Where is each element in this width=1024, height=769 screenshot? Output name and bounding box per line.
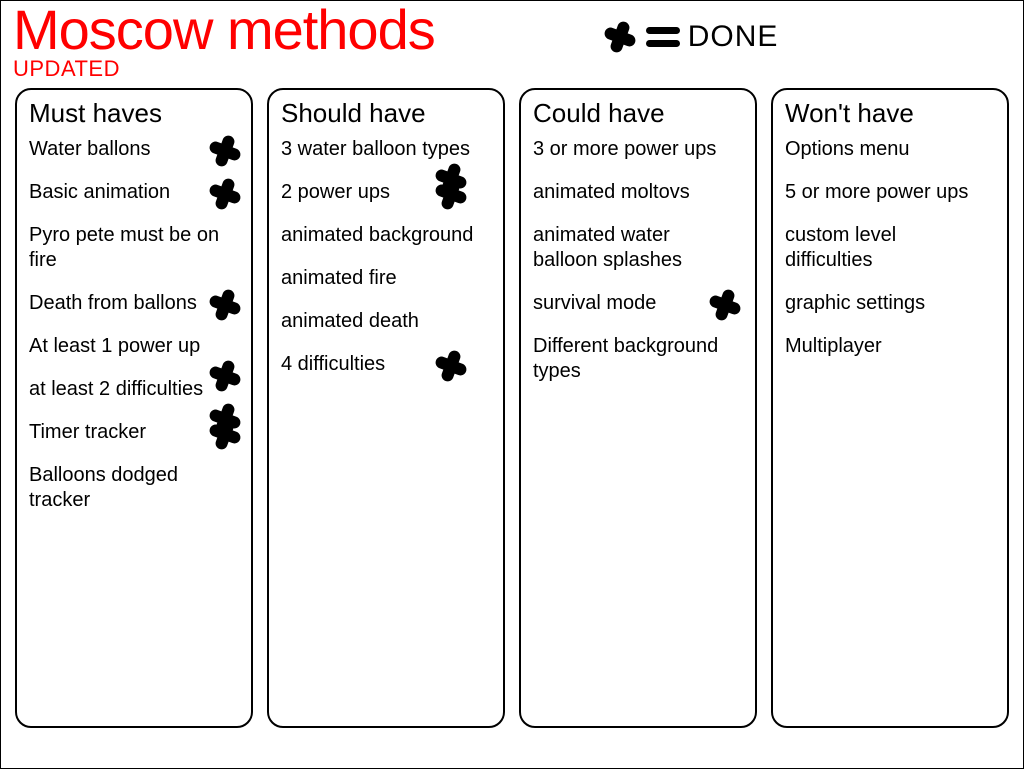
item-label: 3 or more power ups xyxy=(533,138,716,160)
item-label: Pyro pete must be on fire xyxy=(29,224,219,271)
done-mark-icon xyxy=(205,285,245,325)
list-item: Different background types xyxy=(533,334,743,384)
list-item: Death from ballons xyxy=(29,291,239,316)
list-item: animated water balloon splashes xyxy=(533,223,743,273)
list-item: 2 power ups xyxy=(281,180,491,205)
list-item: 5 or more power ups xyxy=(785,180,995,205)
list-item: survival mode xyxy=(533,291,743,316)
item-label: animated death xyxy=(281,310,419,332)
column-heading: Won't have xyxy=(785,98,995,129)
column-could-have: Could have 3 or more power ups animated m… xyxy=(519,88,757,728)
item-label: 3 water balloon types xyxy=(281,138,470,160)
equals-icon xyxy=(646,26,680,48)
list-item: Basic animation xyxy=(29,180,239,205)
item-label: Basic animation xyxy=(29,181,170,203)
list-item: 3 or more power ups xyxy=(533,137,743,162)
title-row: Moscow methods DONE xyxy=(13,1,1011,60)
column-heading: Must haves xyxy=(29,98,239,129)
item-label: Death from ballons xyxy=(29,292,197,314)
column-items: 3 or more power ups animated moltovs anima… xyxy=(533,137,743,384)
item-label: Different background types xyxy=(533,335,718,382)
list-item: graphic settings xyxy=(785,291,995,316)
page-title: Moscow methods xyxy=(13,1,435,60)
done-mark-icon xyxy=(205,131,245,171)
item-label: custom level difficulties xyxy=(785,224,896,271)
column-should-have: Should have 3 water balloon types 2 power… xyxy=(267,88,505,728)
column-items: Options menu 5 or more power ups custom le… xyxy=(785,137,995,359)
item-label: Options menu xyxy=(785,138,910,160)
done-mark-icon xyxy=(431,346,471,386)
done-label: DONE xyxy=(688,20,779,54)
list-item: At least 1 power up xyxy=(29,334,239,359)
list-item: Balloons dodged tracker xyxy=(29,463,239,513)
list-item: custom level difficulties xyxy=(785,223,995,273)
item-label: 5 or more power ups xyxy=(785,181,968,203)
list-item: animated moltovs xyxy=(533,180,743,205)
list-item: animated fire xyxy=(281,266,491,291)
column-items: 3 water balloon types 2 power ups animated… xyxy=(281,137,491,377)
item-label: Multiplayer xyxy=(785,335,882,357)
column-items: Water ballons Basic animation Pyro pete mu… xyxy=(29,137,239,513)
list-item: Water ballons xyxy=(29,137,239,162)
done-mark-icon xyxy=(705,285,745,325)
list-item: Options menu xyxy=(785,137,995,162)
item-label: Timer tracker xyxy=(29,421,146,443)
column-must-haves: Must haves Water ballons Basic animation P… xyxy=(15,88,253,728)
item-label: at least 2 difficulties xyxy=(29,378,203,400)
columns-container: Must haves Water ballons Basic animation P… xyxy=(1,84,1023,738)
column-heading: Should have xyxy=(281,98,491,129)
list-item: 4 difficulties xyxy=(281,352,491,377)
done-mark-icon xyxy=(205,414,245,454)
item-label: 2 power ups xyxy=(281,181,390,203)
item-label: animated moltovs xyxy=(533,181,690,203)
item-label: animated background xyxy=(281,224,473,246)
item-label: survival mode xyxy=(533,292,656,314)
list-item: animated death xyxy=(281,309,491,334)
column-heading: Could have xyxy=(533,98,743,129)
list-item: 3 water balloon types xyxy=(281,137,491,162)
item-label: Balloons dodged tracker xyxy=(29,464,178,511)
list-item: at least 2 difficulties xyxy=(29,377,239,402)
item-label: animated fire xyxy=(281,267,397,289)
item-label: animated water balloon splashes xyxy=(533,224,682,271)
done-legend: DONE xyxy=(600,17,779,57)
item-label: 4 difficulties xyxy=(281,353,385,375)
item-label: At least 1 power up xyxy=(29,335,200,357)
list-item: Pyro pete must be on fire xyxy=(29,223,239,273)
list-item: Timer tracker xyxy=(29,420,239,445)
header: Moscow methods DONE UPDATED xyxy=(1,1,1023,84)
done-mark-icon xyxy=(431,174,471,214)
item-label: Water ballons xyxy=(29,138,151,160)
done-mark-icon xyxy=(600,17,640,57)
column-wont-have: Won't have Options menu 5 or more power u… xyxy=(771,88,1009,728)
item-label: graphic settings xyxy=(785,292,925,314)
list-item: Multiplayer xyxy=(785,334,995,359)
done-mark-icon xyxy=(205,174,245,214)
list-item: animated background xyxy=(281,223,491,248)
